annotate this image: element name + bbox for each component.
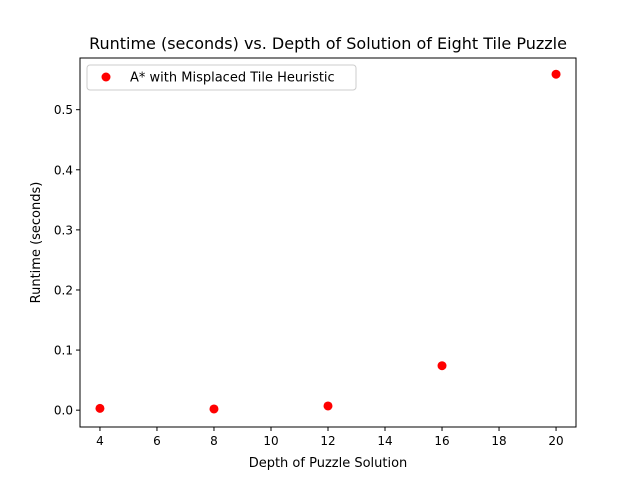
data-point bbox=[95, 403, 105, 413]
y-tick-label: 0.2 bbox=[54, 283, 73, 297]
data-point bbox=[323, 401, 333, 411]
x-tick-label: 12 bbox=[320, 434, 335, 448]
x-tick-label: 4 bbox=[96, 434, 104, 448]
legend: A* with Misplaced Tile Heuristic bbox=[86, 64, 357, 91]
y-tick-label: 0.3 bbox=[54, 223, 73, 237]
plot-frame bbox=[79, 57, 577, 428]
y-tick-label: 0.4 bbox=[54, 163, 73, 177]
x-axis: 4 6 8 10 12 14 16 18 20 bbox=[96, 427, 564, 448]
x-tick-label: 16 bbox=[434, 434, 449, 448]
data-points bbox=[95, 69, 561, 414]
data-point bbox=[209, 404, 219, 414]
plot-area: 4 6 8 10 12 14 16 18 20 0.0 0.1 0.2 0.3 0.4 0.5 bbox=[54, 57, 577, 448]
legend-marker bbox=[101, 72, 111, 82]
x-tick-label: 6 bbox=[153, 434, 161, 448]
x-axis-label: Depth of Puzzle Solution bbox=[249, 456, 408, 471]
y-axis: 0.0 0.1 0.2 0.3 0.4 0.5 bbox=[54, 103, 80, 418]
chart-title: Runtime (seconds) vs. Depth of Solution … bbox=[89, 34, 567, 53]
y-tick-label: 0.1 bbox=[54, 344, 73, 358]
y-tick-label: 0.5 bbox=[54, 103, 73, 117]
data-point bbox=[551, 69, 561, 79]
legend-box bbox=[86, 64, 357, 91]
legend-label: A* with Misplaced Tile Heuristic bbox=[130, 71, 335, 86]
x-tick-label: 10 bbox=[263, 434, 278, 448]
data-point bbox=[437, 361, 447, 371]
x-tick-label: 20 bbox=[548, 434, 563, 448]
x-tick-label: 18 bbox=[491, 434, 506, 448]
y-axis-label: Runtime (seconds) bbox=[29, 182, 44, 304]
x-tick-label: 8 bbox=[210, 434, 218, 448]
x-tick-label: 14 bbox=[377, 434, 392, 448]
y-tick-label: 0.0 bbox=[54, 404, 73, 418]
